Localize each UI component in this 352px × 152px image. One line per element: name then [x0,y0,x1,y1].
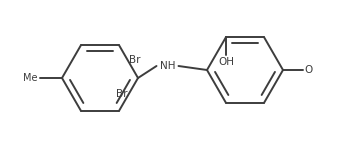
Text: OH: OH [218,57,234,67]
Text: Me: Me [24,73,38,83]
Text: Br: Br [129,55,140,65]
Text: NH: NH [160,61,175,71]
Text: Br: Br [116,89,128,99]
Text: O: O [304,65,312,75]
